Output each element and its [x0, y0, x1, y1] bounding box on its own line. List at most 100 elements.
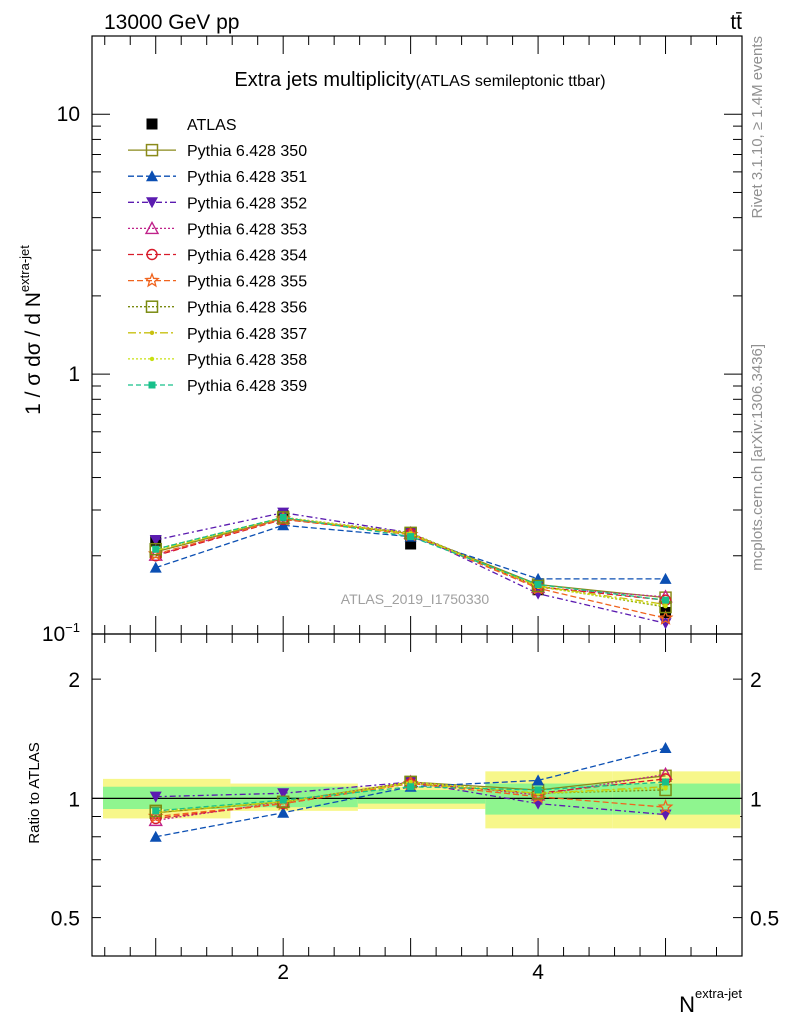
legend-marker — [149, 330, 155, 335]
data-point — [407, 783, 415, 791]
data-point — [534, 581, 542, 589]
ratio-uncertainty-bands — [103, 771, 741, 829]
data-point — [149, 791, 162, 803]
data-point — [534, 786, 542, 794]
ratio-y-tick-label-right: 2 — [750, 669, 762, 692]
data-point — [277, 788, 290, 800]
data-point — [149, 534, 162, 546]
x-axis-label: Nextra-jet — [679, 986, 742, 1017]
series-line — [155, 518, 666, 619]
legend-entry: Pythia 6.428 357 — [128, 326, 307, 343]
legend-label: Pythia 6.428 350 — [187, 143, 307, 160]
legend-marker — [144, 220, 160, 235]
ratio-y-tick-label-right: 0.5 — [750, 908, 779, 931]
legend-label: Pythia 6.428 352 — [187, 195, 307, 212]
legend-label: ATLAS — [187, 117, 237, 134]
series-pythia-6-428-359 — [152, 513, 670, 604]
process-label: tt̄ — [730, 11, 742, 34]
legend-label: Pythia 6.428 353 — [187, 221, 307, 238]
data-point — [276, 795, 290, 809]
series-pythia-6-428-359 — [152, 778, 670, 815]
series-line — [155, 747, 666, 838]
data-point — [407, 533, 415, 541]
tick-label-exponent: −1 — [65, 620, 80, 635]
data-point — [147, 545, 164, 561]
tick-label-base: 1 — [68, 363, 80, 386]
tick-label-base: 10 — [57, 103, 80, 126]
plot-title: Extra jets multiplicity(ATLAS semilepton… — [234, 69, 605, 91]
legend-entry: Pythia 6.428 356 — [128, 300, 307, 317]
main-y-axis-label: 1 / σ dσ / d Nextra-jet — [17, 245, 45, 415]
data-point — [152, 545, 160, 553]
data-point — [277, 806, 290, 818]
ratio-plot-border — [91, 633, 743, 957]
data-point — [276, 511, 290, 524]
legend-label: Pythia 6.428 356 — [187, 300, 307, 317]
data-point — [657, 609, 674, 625]
main-y-tick-label: 1 — [68, 363, 80, 386]
data-point — [532, 774, 545, 786]
data-point — [275, 510, 292, 526]
legend-marker — [146, 118, 158, 130]
data-point — [663, 603, 668, 609]
legend-label: Pythia 6.428 359 — [187, 378, 307, 395]
main-plot-series — [147, 507, 674, 630]
data-point — [663, 786, 668, 791]
legend-entry: Pythia 6.428 354 — [128, 248, 307, 265]
series-line — [155, 518, 666, 601]
ratio-y-tick-label-left: 0.5 — [51, 908, 80, 931]
data-point — [662, 596, 670, 604]
data-point — [147, 808, 164, 824]
legend-entry: Pythia 6.428 350 — [128, 143, 307, 160]
legend-entry: Pythia 6.428 358 — [128, 352, 307, 369]
x-tick-label: 4 — [532, 961, 544, 984]
legend: ATLAS Pythia 6.428 350 Pythia 6.428 351 Pyt… — [128, 117, 307, 395]
legend-marker — [144, 272, 160, 288]
title-main: Extra jets multiplicity — [234, 69, 415, 91]
data-point — [149, 830, 162, 842]
data-point — [531, 579, 545, 593]
x-tick-label: 2 — [277, 961, 289, 984]
data-point — [405, 538, 417, 550]
analysis-watermark: ATLAS_2019_I1750330 — [341, 591, 490, 607]
ratio-y-axis-label: Ratio to ATLAS — [26, 742, 43, 843]
legend-marker — [146, 197, 158, 209]
x-label-sup: extra-jet — [695, 986, 742, 1001]
legend-marker — [149, 356, 155, 362]
legend-entry: ATLAS — [146, 117, 237, 134]
legend-label: Pythia 6.428 358 — [187, 352, 307, 369]
data-point — [149, 561, 162, 573]
y-label-sup: extra-jet — [17, 245, 32, 292]
data-point — [657, 798, 674, 814]
mcplots-label: mcplots.cern.ch [arXiv:1306.3436] — [749, 344, 766, 571]
ratio-band-inner — [357, 789, 486, 804]
legend-entry: Pythia 6.428 353 — [128, 220, 307, 238]
svg-text:1 / σ dσ / d Nextra-jet: 1 / σ dσ / d Nextra-jet — [17, 245, 45, 415]
title-sub: (ATLAS semileptonic ttbar) — [416, 73, 606, 90]
legend-label: Pythia 6.428 354 — [187, 248, 307, 265]
ratio-y-tick-label-left: 2 — [68, 669, 80, 692]
legend-entry: Pythia 6.428 352 — [128, 195, 307, 212]
legend-marker — [146, 248, 158, 261]
legend-label: Pythia 6.428 355 — [187, 274, 307, 291]
data-point — [152, 807, 160, 815]
legend-entry: Pythia 6.428 351 — [128, 169, 307, 186]
legend-label: Pythia 6.428 351 — [187, 169, 307, 186]
legend-marker — [146, 170, 158, 182]
data-point — [659, 572, 672, 584]
ratio-plot-series — [147, 742, 674, 842]
ratio-band-inner — [612, 783, 741, 815]
legend-marker — [145, 300, 159, 313]
legend-entry: Pythia 6.428 359 — [128, 378, 307, 395]
x-label-text: N — [679, 992, 695, 1017]
tick-label-base: 10 — [42, 623, 65, 646]
ratio-y-tick-label-right: 1 — [750, 788, 762, 811]
main-y-tick-label: 10−1 — [42, 620, 80, 646]
series-pythia-6-428-353 — [148, 510, 673, 603]
legend-marker — [145, 143, 159, 157]
data-point — [279, 796, 287, 804]
data-point — [659, 742, 672, 754]
legend-label: Pythia 6.428 357 — [187, 326, 307, 343]
series-line — [155, 512, 666, 624]
